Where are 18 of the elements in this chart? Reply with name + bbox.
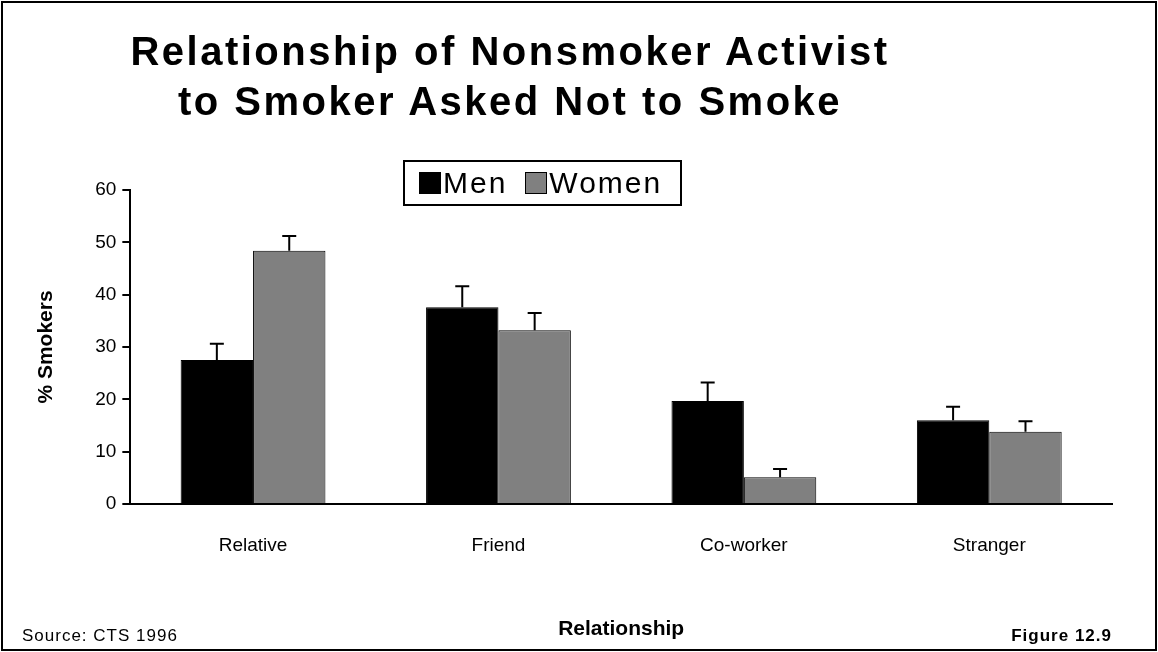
x-tick-label: Relative	[218, 533, 288, 555]
y-tick-label: 20	[95, 387, 117, 409]
y-tick-label: 0	[105, 492, 117, 514]
legend-label: Women	[549, 166, 663, 200]
source-note: Source: CTS 1996	[22, 626, 178, 646]
y-tick-label: 10	[95, 439, 117, 461]
x-tick-label: Friend	[471, 533, 526, 555]
y-tick-label: 40	[95, 282, 117, 304]
x-tick-label: Co-worker	[700, 533, 789, 555]
y-tick-label: 30	[95, 335, 117, 357]
legend-label: Men	[443, 166, 508, 200]
y-tick-label: 60	[95, 178, 117, 200]
caption: Figure 12.9	[1011, 626, 1112, 646]
x-axis-title: Relationship	[558, 616, 685, 640]
x-tick-label: Stranger	[952, 533, 1027, 555]
chart-title: Relationship of Nonsmoker Activist to Smoker Asked Not to Smoke	[129, 28, 891, 125]
y-axis-title: % Smokers	[33, 290, 57, 404]
y-tick-label: 50	[95, 230, 117, 252]
